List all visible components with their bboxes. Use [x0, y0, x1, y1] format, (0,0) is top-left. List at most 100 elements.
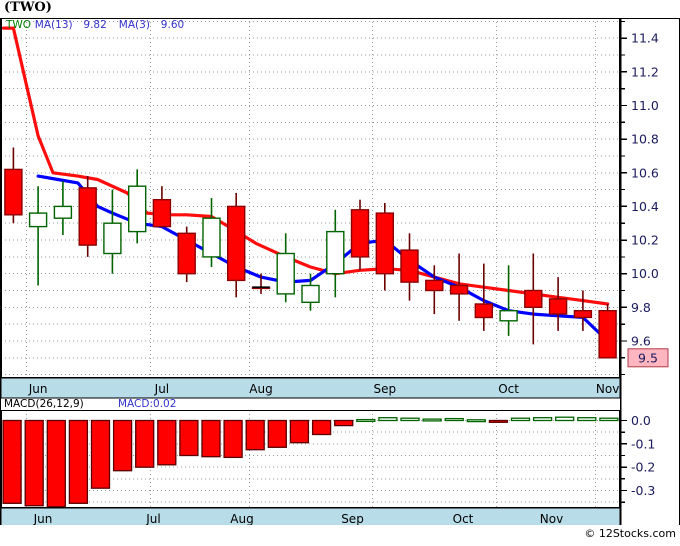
price-axis-label: 11.0	[631, 98, 659, 113]
candlestick[interactable]	[202, 198, 221, 267]
macd-bar[interactable]	[179, 419, 199, 457]
candlestick[interactable]	[177, 226, 196, 283]
candlestick[interactable]	[400, 233, 419, 301]
candle-body	[53, 205, 73, 219]
candle-body	[152, 198, 172, 228]
macd-bar[interactable]	[112, 419, 133, 472]
macd-bar[interactable]	[334, 419, 354, 427]
candlestick[interactable]	[127, 169, 147, 244]
macd-bar[interactable]	[289, 419, 310, 444]
macd-bar[interactable]	[24, 419, 44, 507]
candlestick[interactable]	[548, 277, 568, 331]
legend-text: 9.60	[161, 19, 184, 31]
candle-body	[202, 217, 221, 258]
price-month-label: Oct	[498, 382, 519, 396]
macd-bar[interactable]	[599, 417, 619, 422]
price-axis-bg	[620, 18, 680, 398]
page-title: (TWO)	[4, 0, 52, 15]
candlestick-series	[4, 147, 617, 359]
candlestick[interactable]	[53, 181, 73, 235]
candle-body	[350, 209, 370, 258]
candlestick[interactable]	[103, 189, 122, 274]
candlestick[interactable]	[350, 199, 370, 271]
candlestick[interactable]	[152, 186, 172, 228]
macd-bar[interactable]	[422, 418, 442, 422]
price-vertical-gridlines	[26, 18, 596, 378]
price-axis-label: 10.4	[631, 199, 659, 214]
macd-bar[interactable]	[68, 419, 89, 504]
macd-axis-label: 0.0	[631, 413, 651, 428]
candlestick[interactable]	[449, 253, 469, 321]
macd-month-label: Sep	[341, 512, 364, 525]
macd-bar[interactable]	[577, 417, 597, 422]
macd-bar[interactable]	[2, 419, 22, 504]
candlestick[interactable]	[251, 273, 271, 294]
macd-bar[interactable]	[356, 418, 376, 423]
macd-bar[interactable]	[311, 419, 332, 436]
macd-bar[interactable]	[90, 419, 111, 489]
candle-body	[375, 212, 394, 275]
candle-body	[226, 205, 246, 282]
macd-month-band	[0, 507, 621, 525]
macd-month-label: Jun	[33, 512, 53, 525]
candlestick[interactable]	[4, 147, 23, 224]
macd-bar[interactable]	[157, 419, 177, 466]
macd-bar[interactable]	[201, 419, 221, 458]
candle-body	[177, 232, 196, 275]
candlestick[interactable]	[573, 290, 593, 331]
candlestick[interactable]	[301, 273, 320, 311]
candle-body	[425, 279, 444, 292]
stock-chart[interactable]: TWO MA(13) 9.82 MA(3) 9.60 Jun Jul Aug Sep Oct Nov…	[0, 0, 680, 525]
macd-month-label: Aug	[230, 512, 253, 525]
macd-bar[interactable]	[46, 419, 66, 508]
candle-body	[301, 284, 320, 303]
legend-text: 9.82	[83, 19, 106, 31]
legend-text: TWO	[5, 19, 31, 31]
macd-bar[interactable]	[532, 417, 553, 422]
price-month-band	[0, 377, 621, 399]
macd-legend-value: MACD:0.02	[118, 398, 176, 410]
candlestick[interactable]	[499, 265, 518, 336]
macd-axis: 0.0 -0.1 -0.2 -0.3	[619, 398, 680, 525]
macd-bar[interactable]	[400, 417, 420, 422]
candlestick[interactable]	[226, 193, 246, 298]
last-price-tag-label: 9.5	[638, 350, 658, 365]
price-panel: TWO MA(13) 9.82 MA(3) 9.60	[1, 18, 620, 378]
candle-body	[573, 310, 593, 319]
macd-histogram	[2, 416, 619, 508]
price-month-label: Jul	[154, 382, 169, 396]
macd-bar[interactable]	[555, 416, 575, 422]
macd-axis-label: -0.1	[631, 436, 655, 451]
price-axis: 11.4 11.2 11.0 10.8 10.6 10.4 10.2 10.0 9.8 9.69.…	[619, 18, 680, 398]
candlestick[interactable]	[326, 209, 345, 298]
macd-panel	[1, 410, 620, 508]
candle-body	[524, 289, 543, 308]
macd-legend-label: MACD(26,12,9)	[4, 398, 84, 410]
candlestick[interactable]	[78, 176, 97, 257]
macd-bar[interactable]	[267, 419, 287, 448]
price-axis-label: 10.6	[631, 165, 659, 180]
price-axis-label: 11.2	[631, 64, 659, 79]
macd-month-label: Nov	[540, 512, 563, 525]
macd-bar[interactable]	[510, 417, 531, 422]
macd-bar[interactable]	[135, 419, 155, 468]
candlestick[interactable]	[598, 304, 617, 359]
macd-bar[interactable]	[223, 419, 243, 459]
macd-month-label: Oct	[453, 512, 474, 525]
macd-bar[interactable]	[488, 419, 509, 423]
macd-bar[interactable]	[378, 417, 398, 422]
candlestick[interactable]	[28, 186, 48, 286]
macd-axis-label: -0.3	[631, 483, 655, 498]
candlestick[interactable]	[276, 233, 295, 303]
candle-body	[499, 310, 518, 322]
candlestick[interactable]	[524, 253, 543, 345]
macd-bar[interactable]	[245, 419, 265, 451]
candle-body	[326, 230, 345, 275]
price-axis-label: 11.4	[631, 31, 659, 46]
candlestick[interactable]	[474, 263, 493, 331]
candle-body	[474, 303, 493, 319]
candlestick[interactable]	[375, 203, 394, 291]
candlestick[interactable]	[425, 265, 444, 315]
macd-bar[interactable]	[444, 417, 464, 422]
macd-bar[interactable]	[466, 419, 486, 423]
